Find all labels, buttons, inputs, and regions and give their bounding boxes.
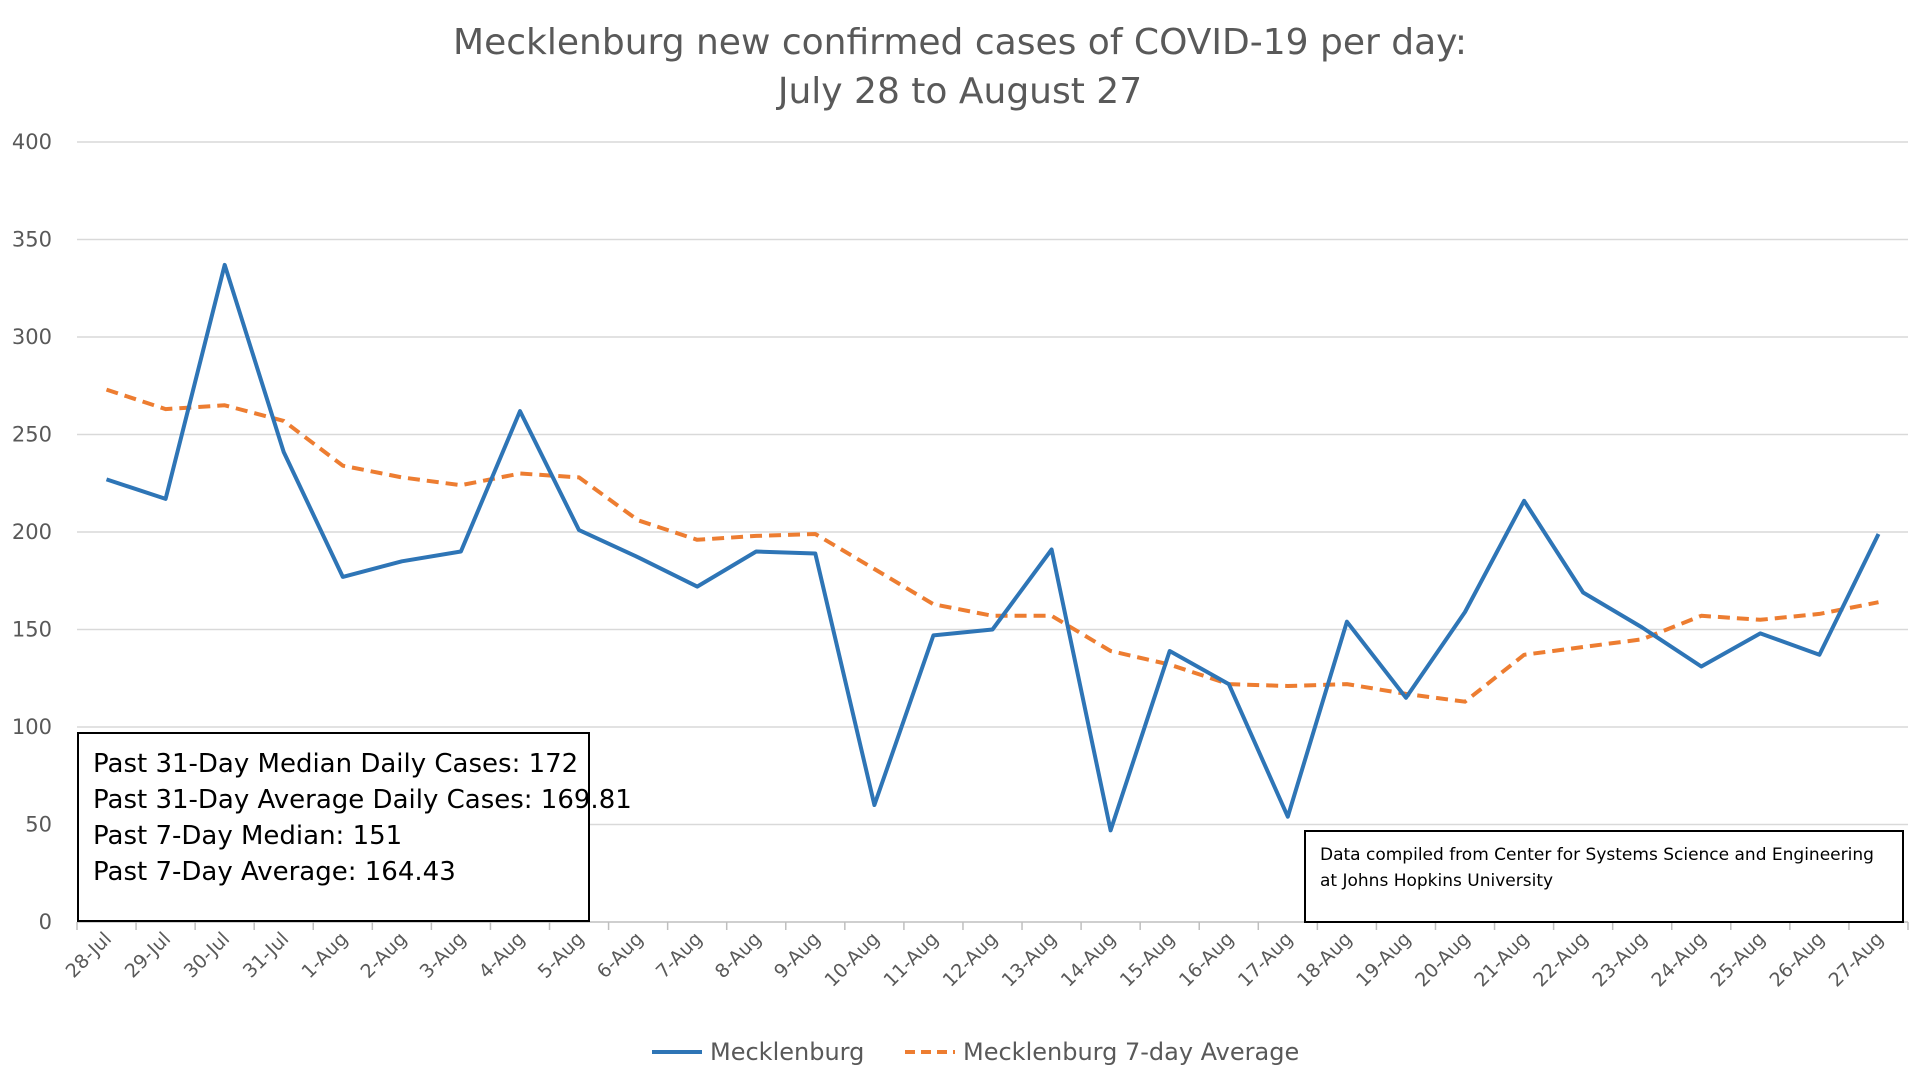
chart-title-line-1: Mecklenburg new confirmed cases of COVID…: [453, 22, 1467, 63]
x-tick-label: 29-Jul: [121, 928, 175, 982]
x-tick-label: 14-Aug: [1057, 928, 1120, 991]
stats-7day-median: Past 7-Day Median: 151: [93, 821, 403, 851]
x-tick-label: 2-Aug: [356, 928, 411, 983]
x-tick-label: 28-Jul: [62, 928, 116, 982]
legend-label-mecklenburg: Mecklenburg: [710, 1038, 864, 1066]
x-tick-label: 13-Aug: [998, 928, 1061, 991]
x-tick-label: 31-Jul: [239, 928, 293, 982]
x-tick-label: 10-Aug: [820, 928, 883, 991]
y-tick-label: 0: [39, 910, 52, 934]
x-tick-label: 12-Aug: [939, 928, 1002, 991]
x-tick-label: 8-Aug: [711, 928, 766, 983]
y-tick-label: 100: [12, 715, 52, 739]
series-line-7day-average: [105, 387, 1879, 704]
x-tick-label: 21-Aug: [1470, 928, 1533, 991]
x-tick-label: 5-Aug: [534, 928, 589, 983]
x-tick-label: 1-Aug: [297, 928, 352, 983]
y-tick-label: 50: [25, 813, 52, 837]
x-tick-label: 15-Aug: [1116, 928, 1179, 991]
legend-label-7day-average: Mecklenburg 7-day Average: [963, 1038, 1299, 1066]
x-tick-label: 20-Aug: [1411, 928, 1474, 991]
x-tick-label: 7-Aug: [652, 928, 707, 983]
data-source-box: Data compiled from Center for Systems Sc…: [1304, 830, 1904, 923]
y-tick-label: 300: [12, 325, 52, 349]
source-line-2: at Johns Hopkins University: [1320, 871, 1554, 891]
x-tick-label: 3-Aug: [416, 928, 471, 983]
stats-7day-average: Past 7-Day Average: 164.43: [93, 857, 456, 887]
y-tick-label: 350: [12, 228, 52, 252]
y-tick-label: 400: [12, 130, 52, 154]
x-tick-label: 16-Aug: [1175, 928, 1238, 991]
x-tick-label: 23-Aug: [1588, 928, 1651, 991]
x-tick-label: 9-Aug: [770, 928, 825, 983]
y-tick-label: 200: [12, 520, 52, 544]
x-tick-label: 4-Aug: [475, 928, 530, 983]
x-tick-label: 18-Aug: [1293, 928, 1356, 991]
series-lines: [105, 262, 1881, 833]
x-tick-label: 27-Aug: [1825, 928, 1888, 991]
x-axis-tick-labels: 28-Jul 29-Jul 30-Jul 31-Jul 1-Aug 2-Aug 3-Aug 4…: [62, 922, 1909, 991]
source-line-1: Data compiled from Center for Systems Sc…: [1320, 845, 1874, 865]
x-tick-label: 11-Aug: [880, 928, 943, 991]
y-tick-label: 250: [12, 423, 52, 447]
chart-title-line-2: July 28 to August 27: [776, 71, 1142, 112]
x-tick-label: 30-Jul: [180, 928, 234, 982]
x-tick-label: 26-Aug: [1765, 928, 1828, 991]
y-axis-tick-labels: 0 50 100 150 200 250 300 350 400: [12, 130, 52, 934]
stats-31day-average: Past 31-Day Average Daily Cases: 169.81: [93, 785, 632, 815]
x-tick-label: 22-Aug: [1529, 928, 1592, 991]
summary-stats-box: Past 31-Day Median Daily Cases: 172 Past…: [77, 732, 632, 922]
legend: Mecklenburg Mecklenburg 7-day Average: [652, 1038, 1299, 1066]
gridlines: [77, 141, 1908, 923]
stats-31day-median: Past 31-Day Median Daily Cases: 172: [93, 749, 579, 779]
x-tick-label: 17-Aug: [1234, 928, 1297, 991]
series-line-mecklenburg: [105, 262, 1881, 833]
x-tick-label: 25-Aug: [1706, 928, 1769, 991]
x-tick-label: 6-Aug: [593, 928, 648, 983]
x-tick-label: 19-Aug: [1352, 928, 1415, 991]
x-tick-label: 24-Aug: [1647, 928, 1710, 991]
y-tick-label: 150: [12, 618, 52, 642]
chart-title: Mecklenburg new confirmed cases of COVID…: [453, 22, 1467, 112]
